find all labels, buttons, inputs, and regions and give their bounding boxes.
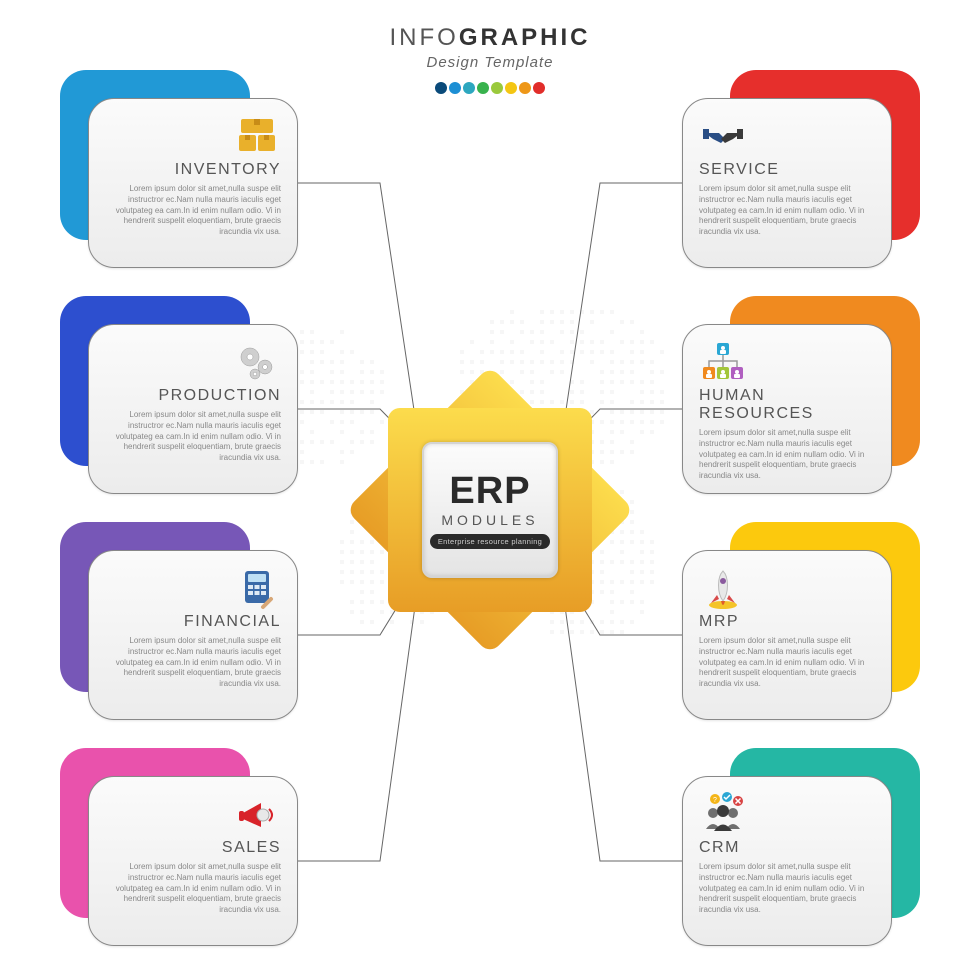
module-service-card: SERVICE Lorem ipsum dolor sit amet,nulla…: [682, 98, 892, 268]
module-sales-title: SALES: [105, 839, 281, 857]
center-panel: ERP MODULES Enterprise resource planning: [422, 442, 558, 578]
people-icon: ?: [699, 791, 747, 839]
svg-text:?: ?: [713, 797, 717, 804]
module-financial: FINANCIAL Lorem ipsum dolor sit amet,nul…: [60, 522, 300, 720]
boxes-icon: [233, 113, 281, 161]
module-inventory: INVENTORY Lorem ipsum dolor sit amet,nul…: [60, 70, 300, 268]
module-sales-body: Lorem ipsum dolor sit amet,nulla suspe e…: [105, 862, 281, 916]
module-mrp-body: Lorem ipsum dolor sit amet,nulla suspe e…: [699, 636, 875, 690]
module-crm: ? CRM Lorem ipsum dolor sit amet,nulla s…: [680, 748, 920, 946]
header-dots: [0, 81, 980, 99]
module-crm-title: CRM: [699, 839, 875, 857]
module-hr: HUMAN RESOURCES Lorem ipsum dolor sit am…: [680, 296, 920, 494]
module-crm-body: Lorem ipsum dolor sit amet,nulla suspe e…: [699, 862, 875, 916]
calculator-icon: [233, 565, 281, 613]
module-production: PRODUCTION Lorem ipsum dolor sit amet,nu…: [60, 296, 300, 494]
center-modules-label: MODULES: [441, 512, 538, 528]
module-inventory-card: INVENTORY Lorem ipsum dolor sit amet,nul…: [88, 98, 298, 268]
center-hub: ERP MODULES Enterprise resource planning: [388, 408, 592, 612]
module-financial-card: FINANCIAL Lorem ipsum dolor sit amet,nul…: [88, 550, 298, 720]
megaphone-icon: [233, 791, 281, 839]
module-mrp-card: MRP Lorem ipsum dolor sit amet,nulla sus…: [682, 550, 892, 720]
header-subtitle: Design Template: [0, 54, 980, 71]
module-production-card: PRODUCTION Lorem ipsum dolor sit amet,nu…: [88, 324, 298, 494]
header: INFOGRAPHIC Design Template: [0, 24, 980, 99]
module-hr-card: HUMAN RESOURCES Lorem ipsum dolor sit am…: [682, 324, 892, 494]
module-financial-body: Lorem ipsum dolor sit amet,nulla suspe e…: [105, 636, 281, 690]
header-title: INFOGRAPHIC: [0, 24, 980, 52]
gears-icon: [233, 339, 281, 387]
module-financial-title: FINANCIAL: [105, 613, 281, 631]
handshake-icon: [699, 113, 747, 161]
module-inventory-title: INVENTORY: [105, 161, 281, 179]
rocket-icon: [699, 565, 747, 613]
module-sales: SALES Lorem ipsum dolor sit amet,nulla s…: [60, 748, 300, 946]
module-crm-card: ? CRM Lorem ipsum dolor sit amet,nulla s…: [682, 776, 892, 946]
module-mrp-title: MRP: [699, 613, 875, 631]
module-hr-body: Lorem ipsum dolor sit amet,nulla suspe e…: [699, 428, 875, 482]
module-hr-title: HUMAN RESOURCES: [699, 387, 875, 423]
module-mrp: MRP Lorem ipsum dolor sit amet,nulla sus…: [680, 522, 920, 720]
center-erp-label: ERP: [449, 472, 530, 510]
module-inventory-body: Lorem ipsum dolor sit amet,nulla suspe e…: [105, 184, 281, 238]
module-sales-card: SALES Lorem ipsum dolor sit amet,nulla s…: [88, 776, 298, 946]
module-service: SERVICE Lorem ipsum dolor sit amet,nulla…: [680, 70, 920, 268]
orgchart-icon: [699, 339, 747, 387]
module-production-body: Lorem ipsum dolor sit amet,nulla suspe e…: [105, 410, 281, 464]
module-production-title: PRODUCTION: [105, 387, 281, 405]
center-tagline: Enterprise resource planning: [430, 534, 550, 549]
module-service-body: Lorem ipsum dolor sit amet,nulla suspe e…: [699, 184, 875, 238]
module-service-title: SERVICE: [699, 161, 875, 179]
